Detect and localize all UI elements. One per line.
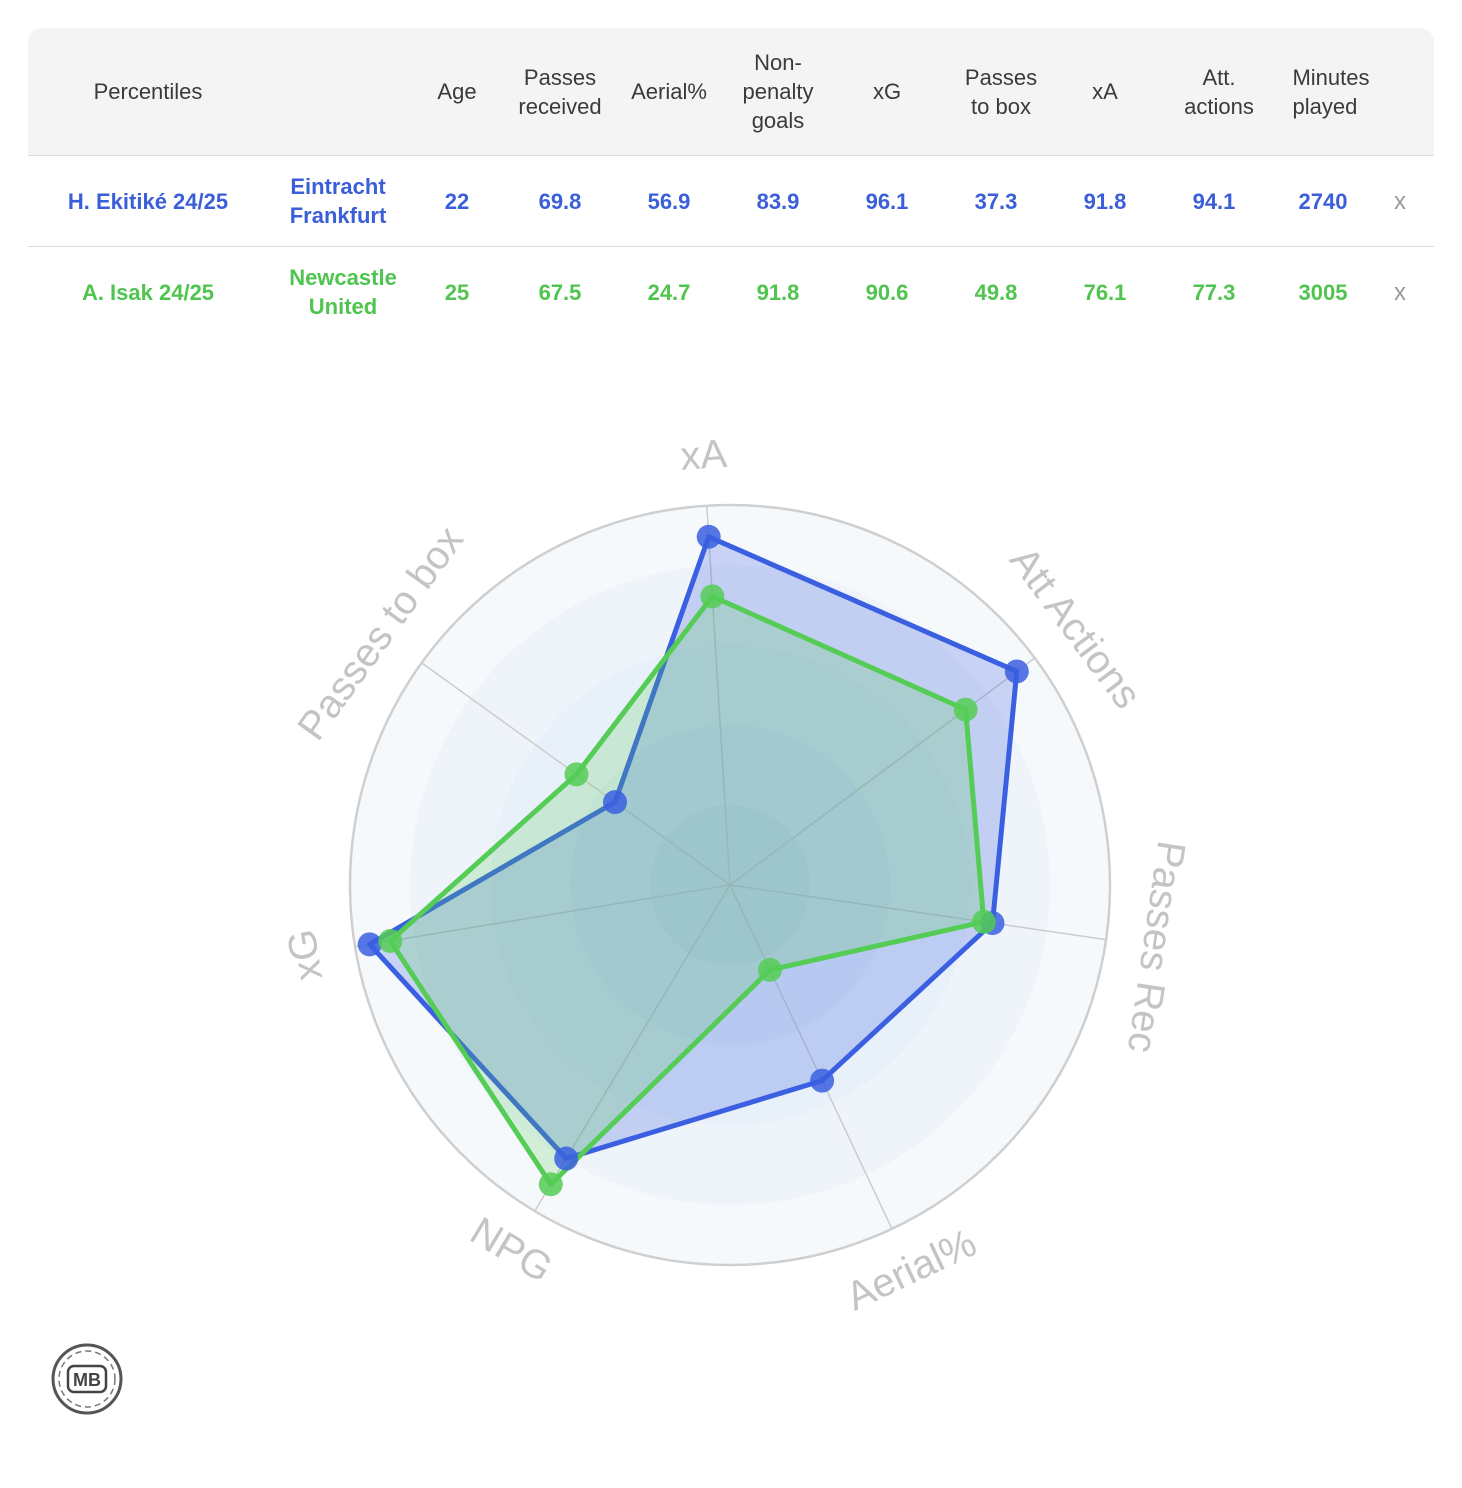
cell-minutes-played: 2740 <box>1298 188 1348 214</box>
radar-outer-ring <box>348 503 1112 1267</box>
radar-series-area <box>387 593 987 1187</box>
radar-axis-line <box>729 657 1036 886</box>
header-xa[interactable]: xA <box>1092 79 1118 104</box>
table-row: H. Ekitiké 24/25 Eintracht Frankfurt 22 … <box>28 156 1434 247</box>
radar-axis-label: xA <box>679 432 729 479</box>
radar-axis-line <box>706 505 731 886</box>
header-att-actions[interactable]: Att. actions <box>1184 64 1254 119</box>
header-aerial[interactable]: Aerial% <box>631 79 707 104</box>
cell-aerial: 24.7 <box>647 279 691 305</box>
header-percentiles: Percentiles <box>93 79 203 104</box>
team-name: Newcastle United <box>289 265 397 319</box>
cell-npg: 83.9 <box>756 188 800 214</box>
header-xg[interactable]: xG <box>872 79 902 104</box>
radar-data-point <box>538 1172 563 1197</box>
cell-passes-to-box: 37.3 <box>974 188 1018 214</box>
radar-data-point <box>953 697 978 722</box>
radar-data-point <box>700 584 725 609</box>
header-passes-to-box[interactable]: Passes to box <box>964 64 1038 119</box>
table-row: A. Isak 24/25 Newcastle United 25 67.5 2… <box>28 247 1434 337</box>
cell-npg: 91.8 <box>756 279 800 305</box>
header-age[interactable]: Age <box>437 79 477 104</box>
radar-data-point <box>696 524 721 549</box>
cell-att-actions: 77.3 <box>1192 279 1236 305</box>
radar-data-point <box>378 928 403 953</box>
radar-data-point <box>602 790 627 815</box>
cell-passes-to-box: 49.8 <box>974 279 1018 305</box>
radar-axis-line <box>729 884 1107 941</box>
cell-att-actions: 94.1 <box>1192 188 1236 214</box>
radar-data-point <box>757 957 782 982</box>
cell-aerial: 56.9 <box>647 188 691 214</box>
radar-data-point <box>1004 659 1029 684</box>
radar-axis-line <box>354 884 731 948</box>
player-name[interactable]: H. Ekitiké 24/25 <box>67 188 229 214</box>
player-name[interactable]: A. Isak 24/25 <box>81 279 215 305</box>
radar-series-area <box>367 534 1020 1161</box>
cell-age: 22 <box>444 188 470 214</box>
radar-data-point <box>357 932 382 957</box>
radar-axis-line <box>729 884 893 1230</box>
header-passes-received[interactable]: Passes received <box>518 64 602 119</box>
cell-minutes-played: 3005 <box>1298 279 1348 305</box>
cell-age: 25 <box>444 279 470 305</box>
cell-xa: 76.1 <box>1083 279 1127 305</box>
cell-passes-received: 67.5 <box>538 279 582 305</box>
radar-axis-label: Passes Rec <box>1119 838 1193 1056</box>
cell-xg: 90.6 <box>865 279 909 305</box>
radar-axis-label: NPG <box>463 1209 560 1291</box>
remove-player-button[interactable]: x <box>1394 187 1406 215</box>
radar-data-point <box>564 762 589 787</box>
cell-xa: 91.8 <box>1083 188 1127 214</box>
cell-passes-received: 69.8 <box>538 188 582 214</box>
radar-data-point <box>554 1146 579 1171</box>
radar-data-point <box>971 909 996 934</box>
team-name: Eintracht Frankfurt <box>289 174 387 228</box>
header-minutes-played[interactable]: Minutes played <box>1292 64 1370 119</box>
cell-xg: 96.1 <box>865 188 909 214</box>
radar-data-point <box>810 1068 835 1093</box>
table-header: Percentiles Age Passes received Aerial% … <box>28 28 1434 156</box>
remove-player-button[interactable]: x <box>1394 278 1406 306</box>
football-logo-icon: MB <box>51 1343 123 1415</box>
percentiles-table: Percentiles Age Passes received Aerial% … <box>28 28 1434 337</box>
radar-axis-label: xG <box>279 926 331 984</box>
header-npg[interactable]: Non- penalty goals <box>742 50 814 133</box>
logo-text: MB <box>73 1370 101 1390</box>
